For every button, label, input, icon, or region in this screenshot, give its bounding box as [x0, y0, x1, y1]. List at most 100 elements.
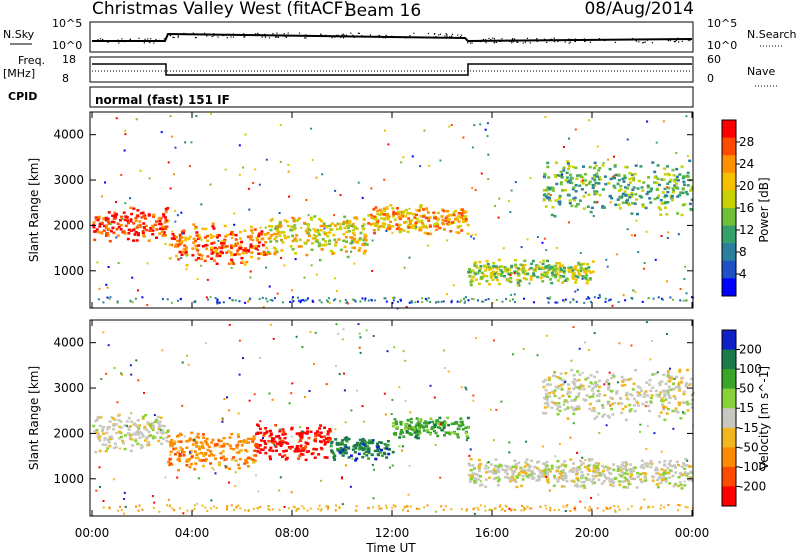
data-cell [378, 451, 382, 454]
data-cell [679, 417, 683, 420]
data-cell [591, 382, 595, 386]
data-cell [612, 468, 616, 472]
data-cell [332, 452, 336, 455]
data-cell [215, 262, 219, 265]
data-cell [428, 216, 432, 219]
data-cell [484, 509, 487, 512]
data-cell [582, 398, 586, 401]
data-cell [185, 446, 189, 449]
data-cell [292, 506, 295, 509]
data-cell [280, 442, 284, 445]
data-cell [139, 443, 143, 447]
data-cell [478, 260, 482, 264]
nsearch-point [457, 34, 459, 36]
data-cell [477, 299, 479, 302]
data-cell [111, 214, 115, 217]
data-cell [579, 269, 582, 273]
data-cell [138, 436, 142, 440]
data-cell [249, 457, 252, 460]
data-cell [577, 394, 580, 398]
nsearch-point [526, 37, 529, 39]
data-cell [560, 383, 564, 387]
data-cell [552, 484, 556, 487]
data-cell [442, 300, 445, 303]
data-cell [676, 411, 680, 414]
data-cell [569, 179, 573, 182]
colorbar-tick-label: 4 [739, 267, 747, 281]
data-cell [153, 223, 157, 227]
data-cell [233, 212, 236, 215]
data-cell [619, 188, 623, 191]
data-cell [323, 232, 327, 236]
data-cell [138, 424, 142, 427]
data-cell [632, 397, 636, 401]
data-cell [108, 240, 112, 243]
data-cell [565, 400, 569, 404]
nsearch-point [192, 32, 194, 34]
data-cell [211, 222, 215, 226]
data-cell [686, 459, 689, 462]
data-cell [556, 386, 560, 390]
data-cell [499, 464, 503, 468]
nsearch-point [553, 41, 556, 43]
data-cell [274, 424, 278, 427]
data-cell [456, 225, 460, 228]
data-cell [295, 508, 298, 510]
data-cell [348, 221, 352, 224]
data-cell [415, 213, 418, 217]
data-cell [603, 175, 607, 178]
data-cell [390, 413, 393, 415]
data-cell [113, 367, 116, 369]
data-cell [388, 227, 392, 230]
data-cell [223, 239, 226, 243]
colorbar-swatch [722, 155, 736, 174]
data-cell [209, 236, 213, 239]
data-cell [643, 475, 647, 479]
data-cell [149, 226, 153, 230]
data-cell [570, 177, 574, 180]
data-cell [675, 375, 679, 379]
data-cell [667, 231, 670, 234]
data-cell [571, 165, 575, 169]
data-cell [602, 473, 606, 476]
data-cell [585, 298, 588, 300]
colorbar-tick-label: 12 [739, 223, 754, 237]
data-cell [457, 424, 461, 427]
data-cell [380, 441, 384, 444]
data-cell [270, 439, 274, 443]
nsearch-point [275, 36, 277, 38]
data-cell [123, 491, 126, 494]
data-cell [279, 224, 283, 228]
data-cell [514, 467, 518, 471]
data-cell [107, 344, 110, 347]
data-cell [682, 299, 685, 302]
nsky-trace [92, 32, 693, 43]
data-cell [407, 217, 411, 220]
data-cell [115, 117, 118, 120]
data-cell [606, 414, 610, 418]
data-cell [550, 467, 554, 470]
data-cell [435, 228, 439, 231]
data-cell [629, 377, 633, 380]
data-cell [513, 272, 516, 275]
data-cell [669, 296, 672, 299]
data-cell [541, 241, 544, 244]
data-cell [461, 423, 465, 427]
data-cell [124, 224, 128, 228]
data-cell [591, 474, 595, 478]
data-cell [262, 306, 265, 309]
data-cell [273, 252, 277, 256]
data-cell [618, 508, 621, 511]
data-cell [328, 239, 332, 242]
data-cell [429, 417, 433, 420]
data-cell [457, 231, 461, 234]
nsearch-point [353, 36, 355, 39]
data-cell [612, 184, 616, 188]
data-cell [452, 422, 456, 425]
data-cell [403, 221, 407, 224]
data-cell [438, 426, 442, 430]
data-cell [179, 446, 183, 449]
data-cell [292, 228, 296, 231]
data-cell [141, 433, 145, 436]
data-cell [152, 506, 155, 509]
